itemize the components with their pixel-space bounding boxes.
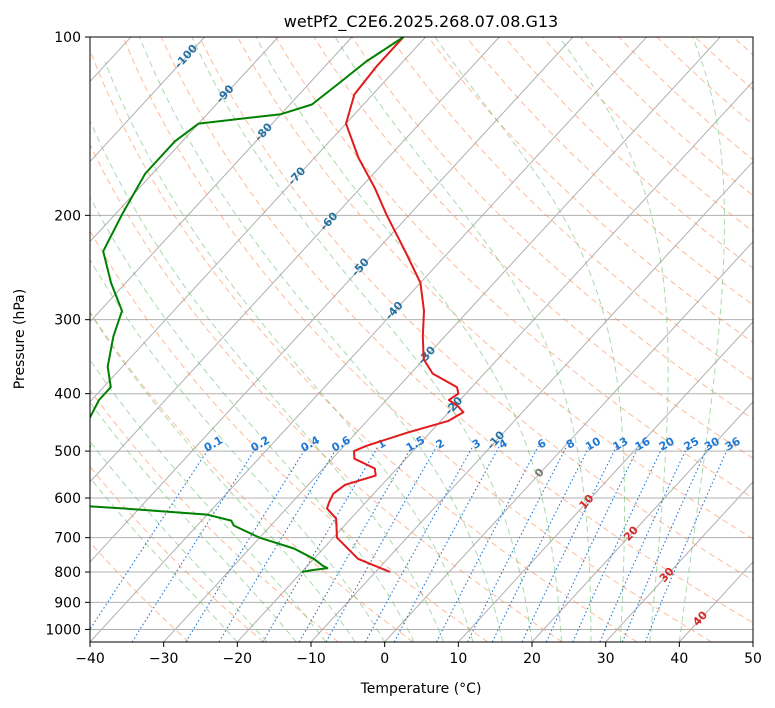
mixing-ratio-line-3 — [364, 445, 474, 642]
moist-adiabat--16 — [90, 440, 268, 642]
isotherm--100 — [90, 37, 205, 163]
y-tick-label: 200 — [54, 208, 81, 224]
mixing-ratio-line-36 — [644, 445, 730, 642]
x-tick-label: −30 — [149, 651, 179, 667]
dry-adiabat--20 — [90, 465, 264, 642]
y-tick-label: 800 — [54, 565, 81, 581]
y-tick-label: 500 — [54, 444, 81, 460]
x-tick-label: 20 — [523, 651, 541, 667]
y-tick-label: 400 — [54, 387, 81, 403]
dry-adiabat--30 — [90, 541, 190, 642]
x-tick-label: 50 — [744, 651, 762, 667]
mixing-ratio-line-13 — [521, 445, 618, 642]
isotherm-10 — [457, 320, 753, 642]
moist-adiabat-28 — [334, 37, 592, 642]
isotherm-30 — [605, 481, 753, 642]
isotherm--90 — [90, 37, 279, 243]
temperature-profile — [326, 37, 465, 573]
dry-adiabat-120 — [427, 37, 753, 343]
mixing-ratio-line-8 — [467, 445, 568, 642]
dry-adiabat-60 — [198, 37, 753, 581]
y-axis: 100 200 300 400 500 600 700 800 900 1000 — [45, 30, 90, 638]
moist-adiabat-4 — [90, 196, 415, 642]
dry-adiabat-30 — [90, 48, 638, 642]
isotherm-grid — [90, 37, 753, 642]
moist-adiabat-24 — [255, 37, 562, 642]
x-tick-label: −20 — [223, 651, 253, 667]
mixing-ratio-line-0.4 — [185, 445, 308, 642]
dry-adiabat-90 — [313, 37, 753, 459]
mixing-ratio-line-10 — [491, 445, 590, 642]
x-tick-label: −40 — [75, 651, 105, 667]
y-tick-label: 1000 — [45, 622, 81, 638]
y-tick-label: 100 — [54, 30, 81, 46]
x-tick-label: 10 — [449, 651, 467, 667]
dry-adiabat-20 — [90, 143, 563, 642]
isotherm--60 — [90, 37, 500, 483]
mixing-ratio-lines — [90, 445, 730, 642]
moist-adiabats — [90, 37, 726, 642]
isotherm--20 — [236, 80, 753, 642]
mixing-ratio-line-0.6 — [218, 445, 339, 642]
isotherm--50 — [90, 37, 574, 563]
x-tick-label: 40 — [670, 651, 688, 667]
dry-adiabat-40 — [122, 37, 712, 642]
y-axis-title: Pressure (hPa) — [12, 289, 28, 389]
moist-adiabat--8 — [90, 359, 327, 642]
chart-title: wetPf2_C2E6.2025.268.07.08.G13 — [284, 12, 558, 32]
isotherm-0 — [384, 240, 753, 642]
y-tick-label: 300 — [54, 313, 81, 329]
dry-adiabat-10 — [90, 229, 488, 642]
moist-adiabat-32 — [434, 37, 625, 642]
x-tick-label: −10 — [296, 651, 326, 667]
isotherm--40 — [90, 37, 647, 642]
dry-adiabat-50 — [160, 37, 753, 624]
moist-adiabat--12 — [90, 401, 297, 642]
moist-adiabat-20 — [191, 37, 533, 642]
x-axis-title: Temperature (°C) — [360, 681, 482, 697]
y-tick-label: 600 — [54, 491, 81, 507]
y-tick-label: 900 — [54, 595, 81, 611]
profiles — [90, 37, 465, 573]
dry-adiabat-100 — [351, 37, 753, 420]
moist-adiabat-8 — [90, 119, 445, 642]
mixing-ratio-line-1 — [262, 445, 380, 642]
moist-adiabat-12 — [104, 61, 474, 642]
dry-adiabats — [90, 37, 753, 642]
x-tick-label: 30 — [597, 651, 615, 667]
dewpoint-profile — [90, 37, 405, 573]
moist-adiabat-36 — [558, 37, 669, 642]
mixing-ratio-line-0.1 — [90, 445, 212, 631]
moist-adiabat--4 — [90, 312, 356, 642]
isotherm--80 — [90, 37, 353, 323]
y-tick-label: 700 — [54, 531, 81, 547]
moist-adiabat-40 — [678, 37, 726, 642]
dry-adiabat-70 — [237, 37, 753, 540]
mixing-ratio-line-30 — [621, 445, 709, 642]
mixing-ratio-line-0.2 — [131, 445, 258, 642]
dry-adiabat-110 — [389, 37, 753, 381]
isotherm--30 — [163, 37, 721, 642]
isotherm-20 — [531, 401, 753, 642]
plot-frame — [89, 36, 754, 643]
mixing-ratio-line-25 — [599, 445, 689, 642]
moist-adiabat-16 — [139, 37, 503, 642]
isotherm--70 — [90, 37, 426, 403]
dry-adiabat-80 — [275, 37, 753, 499]
x-tick-label: 0 — [380, 651, 389, 667]
x-axis: −40 −30 −20 −10 0 10 20 30 40 50 — [75, 642, 762, 667]
